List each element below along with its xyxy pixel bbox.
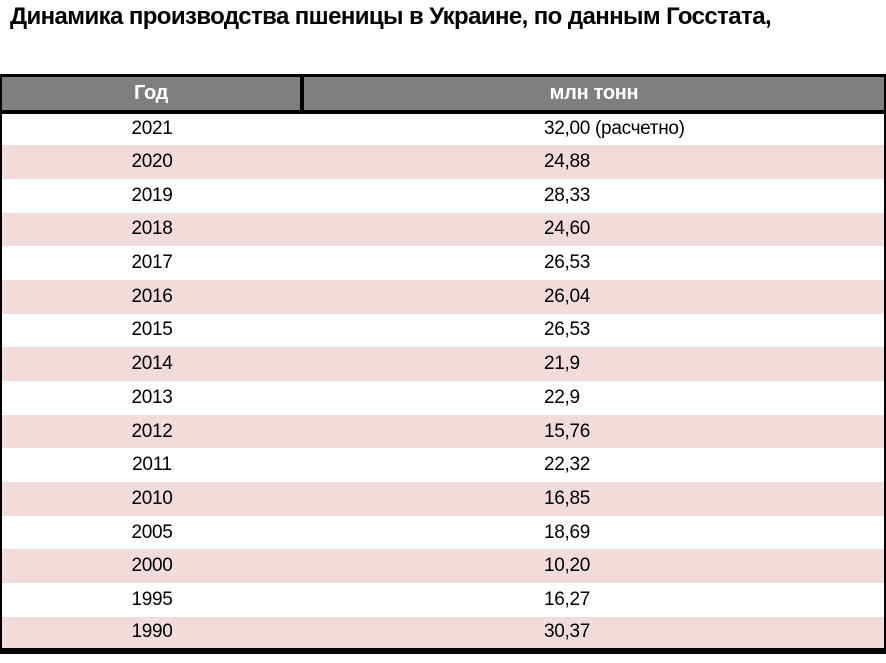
value-cell: 15,76 — [544, 420, 591, 442]
year-cell: 2021 — [131, 118, 173, 140]
table-row: 2010 16,85 — [1, 482, 885, 516]
year-cell: 2019 — [131, 184, 173, 206]
value-cell: 16,27 — [544, 588, 591, 610]
year-cell: 2017 — [131, 252, 173, 274]
table-row: 2017 26,53 — [1, 246, 885, 280]
value-cell: 24,60 — [544, 218, 591, 240]
table-row: 1995 16,27 — [1, 583, 885, 617]
value-cell: 24,88 — [544, 151, 591, 173]
value-cell: 22,9 — [544, 386, 580, 408]
wheat-production-table: Год млн тонн 2021 32,00 (расчетно) 2020 … — [0, 74, 886, 654]
table-row: 2013 22,9 — [1, 381, 885, 415]
value-cell: 10,20 — [544, 555, 591, 577]
value-cell: 18,69 — [544, 521, 591, 543]
year-cell: 2011 — [132, 454, 172, 476]
value-cell: 26,53 — [544, 252, 591, 274]
value-cell: 22,32 — [544, 454, 591, 476]
table-row: 2005 18,69 — [1, 515, 885, 550]
year-cell: 2014 — [131, 353, 173, 375]
value-cell: 32,00 (расчетно) — [544, 118, 685, 140]
year-cell: 2013 — [131, 386, 173, 408]
year-cell: 2010 — [131, 487, 173, 509]
table-row: 2012 15,76 — [1, 414, 885, 449]
year-cell: 2018 — [131, 218, 173, 240]
table-body: 2021 32,00 (расчетно) 2020 24,88 2019 28… — [1, 111, 885, 651]
table-row: 2014 21,9 — [1, 347, 885, 381]
value-cell: 30,37 — [544, 621, 591, 643]
table-row: 2000 10,20 — [1, 549, 885, 584]
table-header: Год млн тонн — [1, 75, 885, 114]
table-row: 2020 24,88 — [1, 145, 885, 179]
value-cell: 16,85 — [544, 487, 591, 509]
table-row: 2015 26,53 — [1, 313, 885, 348]
table-row: 2018 24,60 — [1, 212, 885, 247]
year-cell: 1990 — [131, 621, 173, 643]
value-cell: 21,9 — [544, 353, 580, 375]
year-cell: 2016 — [131, 285, 173, 307]
table-row: 2021 32,00 (расчетно) — [1, 111, 885, 146]
table-row: 2019 28,33 — [1, 178, 885, 213]
year-cell: 2005 — [131, 521, 173, 543]
value-cell: 28,33 — [544, 184, 591, 206]
table-row: 2016 26,04 — [1, 279, 885, 314]
value-cell: 26,53 — [544, 319, 591, 341]
page-title: Динамика производства пшеницы в Украине,… — [10, 3, 772, 30]
year-cell: 2000 — [131, 555, 173, 577]
year-cell: 1995 — [131, 588, 173, 610]
year-cell: 2020 — [131, 151, 173, 173]
year-cell: 2015 — [131, 319, 173, 341]
column-header-value: млн тонн — [302, 75, 885, 114]
value-cell: 26,04 — [544, 285, 591, 307]
header-row: Год млн тонн — [1, 75, 885, 114]
column-header-year: Год — [1, 75, 304, 114]
table-row: 2011 22,32 — [1, 448, 885, 483]
table-row: 1990 30,37 — [1, 616, 885, 651]
year-cell: 2012 — [131, 420, 173, 442]
